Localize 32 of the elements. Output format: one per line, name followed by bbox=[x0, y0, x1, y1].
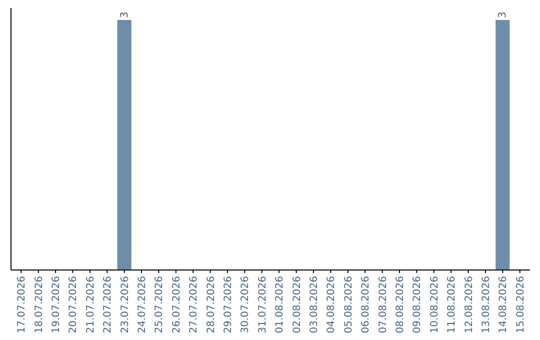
x-tick-label: 06.08.2026 bbox=[360, 276, 372, 334]
x-tick-label: 25.07.2026 bbox=[154, 276, 166, 334]
x-tick-label: 27.07.2026 bbox=[188, 276, 200, 334]
x-tick-label: 02.08.2026 bbox=[292, 276, 303, 334]
x-tick-label: 11.08.2026 bbox=[446, 276, 458, 334]
x-tick-label: 30.07.2026 bbox=[240, 276, 252, 334]
x-tick-label: 29.07.2026 bbox=[223, 276, 234, 334]
x-tick-label: 20.07.2026 bbox=[68, 276, 80, 334]
x-tick-label: 26.07.2026 bbox=[171, 276, 182, 334]
data-label: 3 bbox=[119, 12, 130, 18]
x-tick-label: 13.08.2026 bbox=[480, 276, 492, 334]
x-tick-label: 01.08.2026 bbox=[274, 276, 286, 334]
x-tick-label: 28.07.2026 bbox=[206, 276, 217, 334]
x-tick-label: 24.07.2026 bbox=[137, 276, 148, 334]
x-tick-label: 08.08.2026 bbox=[394, 276, 406, 334]
x-tick-label: 10.08.2026 bbox=[429, 276, 440, 334]
data-label: 3 bbox=[498, 12, 509, 18]
x-tick-label: 22.07.2026 bbox=[102, 276, 114, 334]
x-tick-label: 19.07.2026 bbox=[51, 276, 62, 334]
x-tick-label: 04.08.2026 bbox=[326, 276, 338, 334]
x-tick-label: 21.07.2026 bbox=[85, 276, 96, 334]
x-tick-label: 31.07.2026 bbox=[257, 276, 268, 334]
x-tick-label: 05.08.2026 bbox=[343, 276, 354, 334]
x-tick-label: 12.08.2026 bbox=[464, 276, 475, 334]
x-tick-label: 03.08.2026 bbox=[308, 276, 320, 334]
x-tick-label: 18.07.2026 bbox=[34, 276, 45, 334]
x-tick-label: 23.07.2026 bbox=[120, 276, 131, 334]
x-tick-label: 17.07.2026 bbox=[16, 276, 28, 334]
x-tick-label: 15.08.2026 bbox=[515, 276, 526, 334]
x-tick-label: 07.08.2026 bbox=[378, 276, 389, 334]
x-tick-label: 09.08.2026 bbox=[412, 276, 424, 334]
x-tick-label: 14.08.2026 bbox=[498, 276, 510, 334]
